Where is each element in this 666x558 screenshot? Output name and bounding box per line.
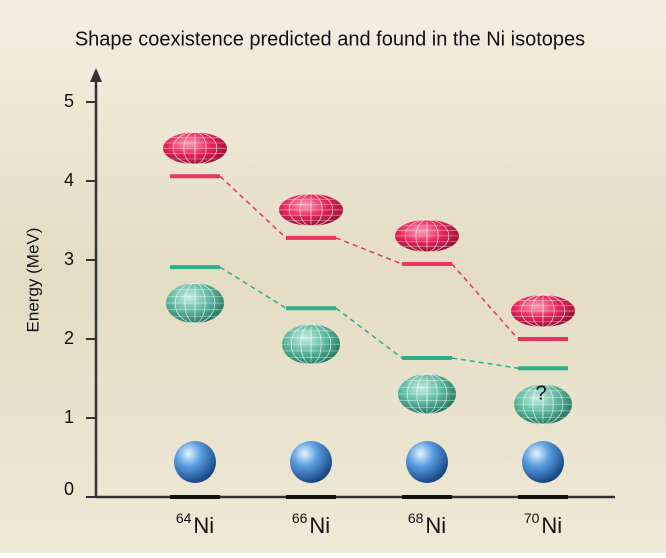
mass-number: 70 (524, 510, 540, 526)
mass-number: 64 (176, 510, 192, 526)
element-symbol: Ni (193, 513, 214, 538)
connector (219, 175, 287, 239)
shape-grid (404, 219, 450, 253)
element-symbol: Ni (541, 513, 562, 538)
sphere (522, 441, 564, 483)
y-axis-label: Energy (MeV) (23, 228, 42, 333)
y-tick-label: 5 (64, 91, 74, 111)
shape-grid (172, 131, 218, 165)
sphere (174, 441, 216, 483)
connector (335, 237, 403, 265)
x-tick-label: 68Ni (408, 510, 446, 538)
shape-grid (522, 383, 564, 425)
y-axis-arrow (90, 68, 102, 82)
x-tick-label: 66Ni (292, 510, 330, 538)
y-tick-label: 4 (64, 170, 74, 190)
mass-number: 68 (408, 510, 424, 526)
annotation: ? (535, 383, 546, 405)
x-tick-label: 64Ni (176, 510, 214, 538)
shape-grid (406, 373, 448, 415)
connector (451, 263, 519, 340)
element-symbol: Ni (309, 513, 330, 538)
y-tick-label: 1 (64, 407, 74, 427)
connector (451, 357, 519, 369)
connector (219, 266, 287, 309)
shape-grid (290, 323, 332, 365)
connector (335, 307, 403, 359)
y-tick-label: 2 (64, 328, 74, 348)
chart-title: Shape coexistence predicted and found in… (75, 28, 585, 50)
shape-grid (288, 193, 334, 227)
shape-grid (174, 282, 216, 324)
sphere (290, 441, 332, 483)
sphere (406, 441, 448, 483)
y-tick-label: 3 (64, 249, 74, 269)
y-tick-label: 0 (64, 479, 74, 499)
shape-grid (520, 294, 566, 328)
element-symbol: Ni (425, 513, 446, 538)
x-tick-label: 70Ni (524, 510, 562, 538)
mass-number: 66 (292, 510, 308, 526)
